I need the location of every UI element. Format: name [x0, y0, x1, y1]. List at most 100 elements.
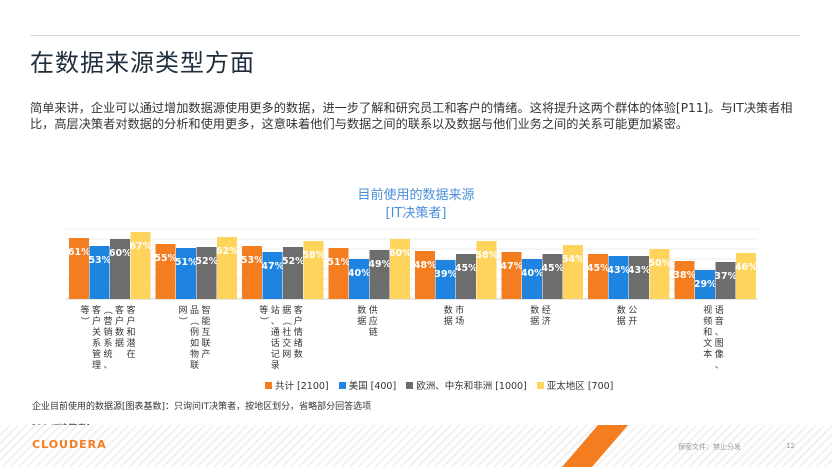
category-label-char: 数 [617, 304, 626, 316]
category-label-char: 和 [703, 327, 712, 338]
data-label-us: 39% [434, 269, 457, 280]
top-divider [30, 35, 800, 36]
data-label-emea: 49% [368, 259, 391, 270]
data-label-emea: 43% [628, 265, 651, 276]
category-label-char: 数 [357, 304, 366, 316]
category-label-char: 关 [92, 326, 101, 338]
page-number: 12 [786, 442, 795, 450]
data-label-emea: 52% [282, 256, 305, 267]
category-label-char: 频 [703, 315, 712, 327]
category-label-char: 、 [103, 361, 112, 371]
bar-us [695, 270, 715, 299]
category-label-char: 视 [703, 304, 712, 316]
legend-item-total: 共计 [2100] [265, 378, 329, 392]
category-label-char: ） [258, 316, 269, 325]
category-label-char: 数 [115, 326, 124, 338]
cloudera-logo: CLOUDERA [32, 438, 107, 451]
chart-legend: 共计 [2100] 美国 [400] 欧洲、中东和非洲 [1000] 亚太地区 … [265, 378, 613, 392]
data-label-emea: 60% [109, 248, 132, 259]
bar-apac [390, 239, 410, 299]
category-label-char: 绪 [294, 337, 303, 349]
category-label-char: 交 [282, 337, 291, 349]
category-label-char: 智 [201, 304, 210, 316]
category-label-char: 应 [369, 315, 378, 327]
orange-accent-stripe [562, 425, 628, 467]
category-label-char: 统 [103, 348, 112, 360]
category-label-char: 通 [271, 327, 280, 338]
data-label-apac: 58% [302, 250, 325, 261]
legend-label-emea: 欧洲、中东和非洲 [1000] [416, 381, 527, 392]
category-label-char: 语 [715, 305, 724, 316]
bar-apac [736, 253, 756, 299]
category-label-char: 文 [703, 337, 712, 349]
bar-apac [476, 241, 497, 299]
category-label-char: 情 [294, 326, 303, 338]
category-label-char: 据 [530, 315, 539, 327]
bar-apac [217, 237, 237, 299]
category-label-char: 等 [259, 304, 268, 316]
chart-subtitle: [IT决策者] [385, 206, 447, 221]
data-label-us: 51% [175, 257, 198, 268]
data-label-total: 53% [241, 255, 264, 266]
legend-swatch-us [338, 381, 346, 389]
data-label-emea: 45% [455, 263, 478, 274]
category-label-char: 等 [80, 304, 89, 316]
legend-label-us: 美国 [400] [348, 381, 397, 392]
category-label-char: 话 [271, 337, 280, 349]
bar-total [69, 238, 89, 299]
category-label-char: 品 [190, 305, 199, 316]
data-label-us: 40% [348, 268, 371, 279]
data-label-emea: 45% [541, 263, 564, 274]
category-label-char: 客 [92, 304, 101, 316]
bar-us [176, 248, 196, 299]
category-label-char: 户 [126, 315, 135, 327]
bar-emea [283, 247, 303, 299]
bar-emea [369, 250, 390, 299]
category-label-char: 联 [201, 338, 210, 349]
bar-chart: 61%53%60%67%客户和潜在客户数据（营销系统、客户关系管理等）55%51… [66, 228, 758, 371]
data-label-us: 53% [88, 255, 111, 266]
category-label-char: 客 [115, 304, 124, 316]
category-label-char: 客 [126, 304, 135, 316]
bar-emea [456, 254, 476, 299]
category-label-char: 供 [369, 304, 378, 316]
category-label-char: 数 [444, 304, 453, 316]
legend-item-emea: 欧洲、中东和非洲 [1000] [406, 378, 527, 392]
bar-apac [649, 249, 670, 299]
category-label-char: 公 [628, 305, 637, 316]
category-label-char: 潜 [126, 337, 135, 349]
confidential-notice: 保密文件：禁止分发 [678, 443, 741, 451]
chart-title: 目前使用的数据来源 [357, 188, 475, 203]
category-label-char: 市 [455, 304, 464, 316]
bar-emea [196, 247, 217, 299]
category-label-char: 产 [201, 348, 210, 360]
category-label-char: 互 [201, 327, 210, 338]
category-label-char: 场 [455, 316, 464, 327]
data-label-apac: 67% [129, 241, 152, 252]
category-label-char: 记 [271, 349, 280, 360]
category-label-char: 本 [703, 348, 712, 360]
bar-total [328, 248, 349, 299]
data-label-emea: 37% [714, 271, 737, 282]
category-label-char: 客 [294, 304, 303, 316]
category-label-char: 如 [190, 337, 199, 349]
category-label-char: 开 [628, 316, 637, 327]
category-label-char: 系 [92, 338, 101, 349]
bar-apac [563, 245, 583, 299]
category-label-char: 网 [178, 305, 187, 316]
category-label-char: 联 [190, 360, 199, 371]
category-label-char: 能 [201, 315, 210, 327]
data-label-total: 38% [673, 270, 696, 281]
category-label-char: 户 [294, 315, 303, 327]
category-label-char: 像 [715, 348, 724, 360]
bar-total [588, 254, 608, 299]
bar-apac [130, 232, 151, 299]
category-label-char: 理 [92, 360, 101, 371]
category-label-char: 物 [190, 348, 199, 360]
category-label-char: （ [189, 316, 200, 325]
category-label-char: 链 [369, 326, 378, 338]
category-label-char: 据 [357, 315, 366, 327]
category-label-char: ） [79, 316, 90, 325]
bar-emea [542, 254, 563, 299]
data-label-us: 40% [521, 268, 544, 279]
